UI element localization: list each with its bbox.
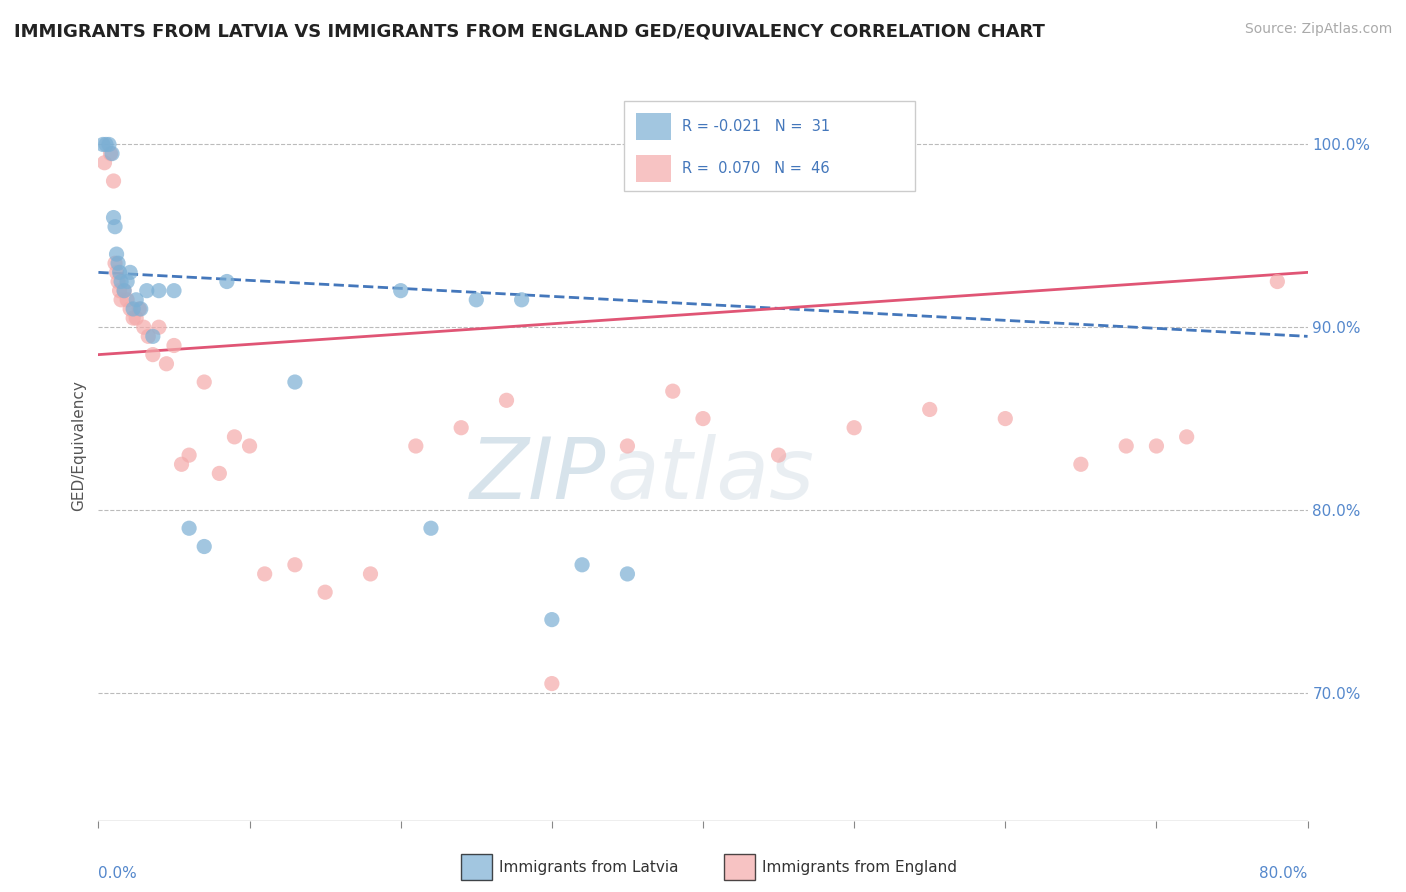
Point bbox=[918, 402, 941, 417]
Point bbox=[239, 439, 262, 453]
Point bbox=[155, 357, 177, 371]
Point bbox=[100, 146, 122, 161]
Point bbox=[405, 439, 427, 453]
Point bbox=[994, 411, 1017, 425]
Point bbox=[208, 467, 231, 481]
Point bbox=[108, 265, 131, 279]
Point bbox=[120, 301, 142, 316]
Point bbox=[163, 284, 186, 298]
Point bbox=[616, 439, 638, 453]
Point bbox=[284, 375, 307, 389]
Point bbox=[122, 301, 145, 316]
Point bbox=[108, 284, 131, 298]
Point bbox=[112, 284, 135, 298]
Point bbox=[1115, 439, 1137, 453]
Point bbox=[105, 265, 128, 279]
Point bbox=[148, 320, 170, 334]
Point bbox=[163, 338, 186, 352]
Point bbox=[132, 320, 155, 334]
Point bbox=[215, 275, 238, 289]
Point bbox=[136, 329, 159, 343]
Point bbox=[284, 558, 307, 572]
Point bbox=[314, 585, 336, 599]
Point bbox=[179, 521, 201, 535]
Point bbox=[844, 421, 866, 435]
Text: Immigrants from England: Immigrants from England bbox=[762, 860, 957, 874]
Point bbox=[107, 275, 129, 289]
Text: IMMIGRANTS FROM LATVIA VS IMMIGRANTS FROM ENGLAND GED/EQUIVALENCY CORRELATION CH: IMMIGRANTS FROM LATVIA VS IMMIGRANTS FRO… bbox=[14, 22, 1045, 40]
Point bbox=[110, 275, 132, 289]
Point bbox=[115, 293, 138, 307]
Text: Source: ZipAtlas.com: Source: ZipAtlas.com bbox=[1244, 22, 1392, 37]
Point bbox=[450, 421, 472, 435]
Point bbox=[93, 155, 115, 169]
Point bbox=[465, 293, 488, 307]
Point bbox=[98, 137, 121, 152]
Point bbox=[129, 301, 152, 316]
Text: 80.0%: 80.0% bbox=[1260, 866, 1308, 881]
Point bbox=[104, 219, 127, 234]
Point bbox=[193, 540, 215, 554]
Point bbox=[105, 247, 128, 261]
Point bbox=[128, 301, 150, 316]
Point bbox=[616, 566, 638, 581]
Point bbox=[101, 146, 124, 161]
Point bbox=[661, 384, 683, 399]
Point bbox=[1175, 430, 1198, 444]
Text: 0.0%: 0.0% bbox=[98, 866, 138, 881]
Point bbox=[148, 284, 170, 298]
Point bbox=[142, 348, 165, 362]
Point bbox=[94, 137, 117, 152]
Point bbox=[115, 275, 138, 289]
Text: Immigrants from Latvia: Immigrants from Latvia bbox=[499, 860, 679, 874]
Point bbox=[193, 375, 215, 389]
Point bbox=[253, 566, 276, 581]
Text: atlas: atlas bbox=[606, 434, 814, 517]
Point bbox=[125, 293, 148, 307]
Point bbox=[142, 329, 165, 343]
Point bbox=[495, 393, 517, 408]
Point bbox=[103, 174, 125, 188]
Point bbox=[540, 676, 562, 690]
Point bbox=[540, 613, 562, 627]
Text: ZIP: ZIP bbox=[470, 434, 606, 517]
Point bbox=[104, 256, 127, 270]
Y-axis label: GED/Equivalency: GED/Equivalency bbox=[72, 381, 87, 511]
Point bbox=[120, 265, 142, 279]
Point bbox=[224, 430, 246, 444]
Point bbox=[91, 137, 114, 152]
Point bbox=[571, 558, 593, 572]
Point bbox=[103, 211, 125, 225]
Point bbox=[135, 284, 157, 298]
Point bbox=[125, 311, 148, 326]
Point bbox=[1070, 457, 1092, 471]
Point bbox=[510, 293, 533, 307]
Point bbox=[692, 411, 714, 425]
Point bbox=[768, 448, 790, 462]
Point bbox=[1146, 439, 1168, 453]
Point bbox=[179, 448, 201, 462]
Point bbox=[122, 311, 145, 326]
Point bbox=[107, 256, 129, 270]
Point bbox=[170, 457, 193, 471]
Point bbox=[389, 284, 412, 298]
Point bbox=[1267, 275, 1289, 289]
Point bbox=[420, 521, 443, 535]
Point bbox=[112, 284, 135, 298]
Point bbox=[110, 293, 132, 307]
Point bbox=[360, 566, 382, 581]
